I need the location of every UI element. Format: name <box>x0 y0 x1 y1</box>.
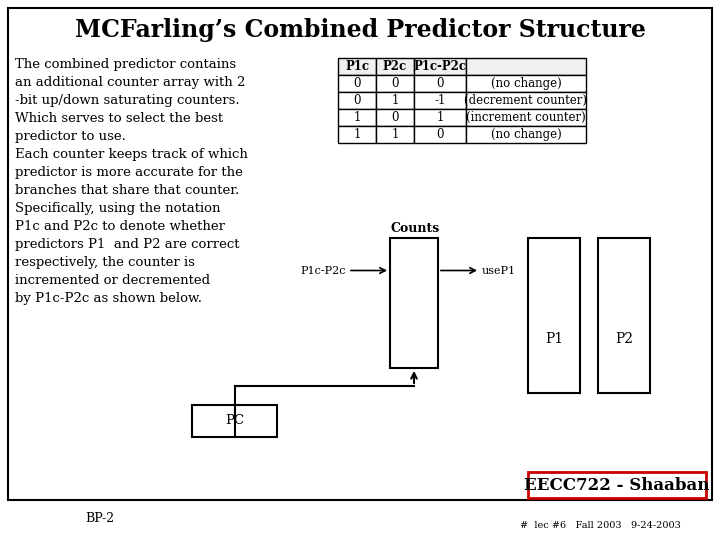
Text: P1c-P2c: P1c-P2c <box>300 266 346 275</box>
Bar <box>528 238 580 393</box>
Text: PC: PC <box>225 415 244 428</box>
Text: 0: 0 <box>436 128 444 141</box>
Bar <box>466 92 586 109</box>
Text: The combined predictor contains
an additional counter array with 2
-bit up/down : The combined predictor contains an addit… <box>15 58 248 305</box>
Text: P2c: P2c <box>383 60 407 73</box>
Text: P1c-P2c: P1c-P2c <box>413 60 467 73</box>
Text: (decrement counter): (decrement counter) <box>464 94 588 107</box>
Text: (increment counter): (increment counter) <box>466 111 586 124</box>
Text: 1: 1 <box>391 128 399 141</box>
Text: 0: 0 <box>436 77 444 90</box>
Bar <box>376 92 414 109</box>
Bar <box>192 405 277 437</box>
Bar <box>338 75 376 92</box>
Bar <box>376 75 414 92</box>
Text: (no change): (no change) <box>490 77 562 90</box>
Text: 0: 0 <box>354 94 361 107</box>
Bar <box>338 109 376 126</box>
Text: 0: 0 <box>391 111 399 124</box>
Bar <box>414 58 466 75</box>
Bar <box>376 109 414 126</box>
Text: P2: P2 <box>615 332 633 346</box>
Bar <box>338 126 376 143</box>
Bar <box>466 75 586 92</box>
Bar <box>414 92 466 109</box>
Bar <box>466 109 586 126</box>
Bar <box>338 92 376 109</box>
Text: MCFarling’s Combined Predictor Structure: MCFarling’s Combined Predictor Structure <box>75 18 645 42</box>
Bar <box>338 58 376 75</box>
Bar <box>414 75 466 92</box>
Text: 0: 0 <box>391 77 399 90</box>
Text: (no change): (no change) <box>490 128 562 141</box>
Bar <box>598 238 650 393</box>
Bar <box>376 126 414 143</box>
Text: Counts: Counts <box>390 221 440 234</box>
Bar <box>390 238 438 368</box>
Text: -1: -1 <box>434 94 446 107</box>
Text: P1c: P1c <box>345 60 369 73</box>
Text: 0: 0 <box>354 77 361 90</box>
Bar <box>466 126 586 143</box>
Text: EECC722 - Shaaban: EECC722 - Shaaban <box>524 476 710 494</box>
Text: BP-2: BP-2 <box>86 511 114 524</box>
Text: P1: P1 <box>545 332 563 346</box>
Text: 1: 1 <box>354 111 361 124</box>
Text: 1: 1 <box>391 94 399 107</box>
Bar <box>414 109 466 126</box>
Bar <box>466 58 586 75</box>
Text: 1: 1 <box>354 128 361 141</box>
Bar <box>414 126 466 143</box>
Text: #  lec #6   Fall 2003   9-24-2003: # lec #6 Fall 2003 9-24-2003 <box>520 522 680 530</box>
Bar <box>528 472 706 498</box>
Text: 1: 1 <box>436 111 444 124</box>
Bar <box>376 58 414 75</box>
Text: useP1: useP1 <box>482 266 516 275</box>
